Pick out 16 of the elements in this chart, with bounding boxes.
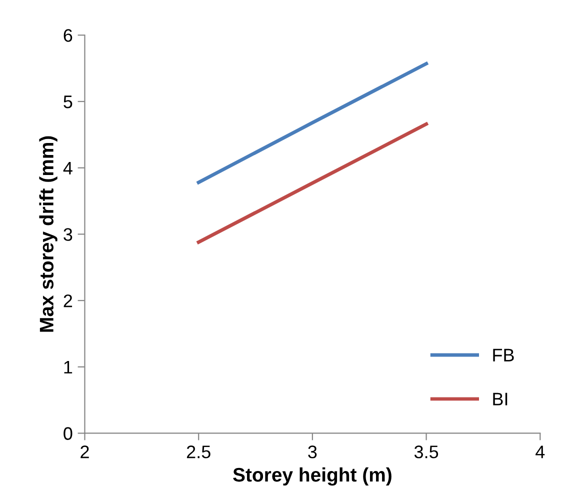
y-tick-label: 1 xyxy=(64,361,72,374)
x-tick-label: 3.5 xyxy=(414,446,438,458)
y-tick-label: 5 xyxy=(64,96,72,108)
y-axis-title: Max storey drift (mm) xyxy=(39,136,58,332)
x-tick-label: 2 xyxy=(80,446,89,458)
x-axis-title: Storey height (m) xyxy=(233,467,392,486)
x-tick-label: 3 xyxy=(308,446,317,458)
legend-label: BI xyxy=(493,392,508,406)
x-tick-label: 2.5 xyxy=(186,446,210,458)
x-tick-label: 4 xyxy=(536,446,545,458)
y-tick-label: 3 xyxy=(64,228,72,241)
y-tick-label: 4 xyxy=(63,162,72,174)
y-tick-label: 2 xyxy=(64,294,72,308)
y-tick-label: 6 xyxy=(64,29,72,42)
y-tick-label: 0 xyxy=(64,427,72,440)
legend-label: FB xyxy=(493,348,514,362)
